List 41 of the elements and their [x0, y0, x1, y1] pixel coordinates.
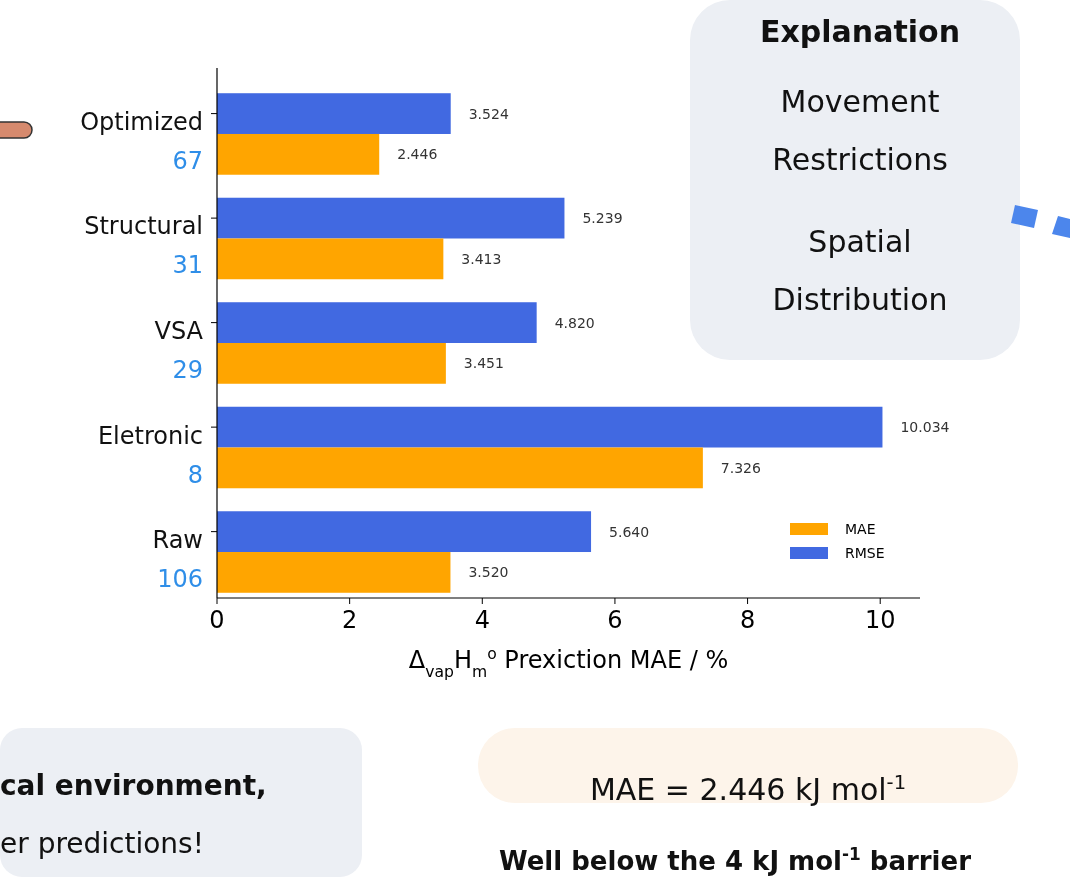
text: Well below the 4 kJ mol$^{-1}$ barrier: [498, 844, 972, 876]
data-label: 2.446: [397, 146, 438, 163]
annotation: Spatial Distribution: [772, 224, 948, 317]
legend-label: RMSE: [845, 545, 885, 561]
y-tick-label: Raw 106: [152, 526, 203, 594]
bar: [217, 343, 446, 384]
data-label: 3.451: [463, 355, 504, 372]
bar: [217, 302, 537, 343]
bar: [217, 133, 380, 175]
x-tick-label: 8: [739, 606, 756, 634]
data-label: 10.034: [900, 419, 950, 436]
x-tick-label: 10: [864, 606, 896, 634]
y-tick-label: Eletronic 8: [97, 421, 203, 489]
data-label: 3.520: [468, 564, 509, 581]
data-label: 4.820: [554, 314, 595, 331]
text: Explanation: [759, 14, 961, 49]
data-label: 3.413: [461, 250, 502, 267]
bar: [217, 197, 565, 239]
annotation: Movement Restrictions: [772, 84, 948, 177]
data-label: 3.524: [468, 105, 509, 122]
y-tick-label: VSA 29: [154, 317, 204, 384]
text: cal environment,: [0, 769, 267, 802]
text: MAE = 2.446 kJ mol$^{-1}$: [589, 770, 907, 807]
y-tick-label: Structural 31: [84, 212, 203, 280]
data-label: 5.239: [582, 210, 623, 227]
bar: [217, 406, 883, 448]
bar: [217, 93, 451, 134]
x-tick-label: 2: [342, 606, 358, 634]
x-tick-label: 6: [607, 606, 623, 634]
bar: [217, 511, 592, 553]
y-tick-label: Optimized 67: [80, 107, 203, 175]
x-tick-label: 0: [209, 606, 225, 634]
bar: [217, 447, 703, 489]
data-label: 5.640: [609, 523, 650, 540]
x-axis-title: Δ$_{vap}$H$_{m}$$^{o}$ Prexiction MAE / %: [408, 645, 729, 681]
bar: [217, 552, 451, 593]
bar: [217, 238, 444, 280]
data-label: 7.326: [720, 459, 762, 476]
x-tick-label: 4: [474, 606, 490, 634]
text: er predictions!: [0, 827, 204, 860]
legend-label: MAE: [845, 521, 876, 537]
